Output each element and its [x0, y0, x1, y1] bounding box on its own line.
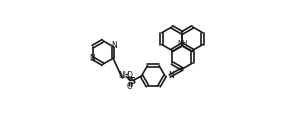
Text: O: O	[127, 82, 133, 91]
Text: NH: NH	[177, 40, 188, 47]
Text: N: N	[89, 55, 95, 63]
Text: N: N	[111, 41, 117, 50]
Text: O: O	[127, 71, 133, 80]
Text: NH: NH	[118, 71, 129, 80]
Text: S: S	[129, 77, 135, 86]
Text: N: N	[168, 71, 173, 80]
